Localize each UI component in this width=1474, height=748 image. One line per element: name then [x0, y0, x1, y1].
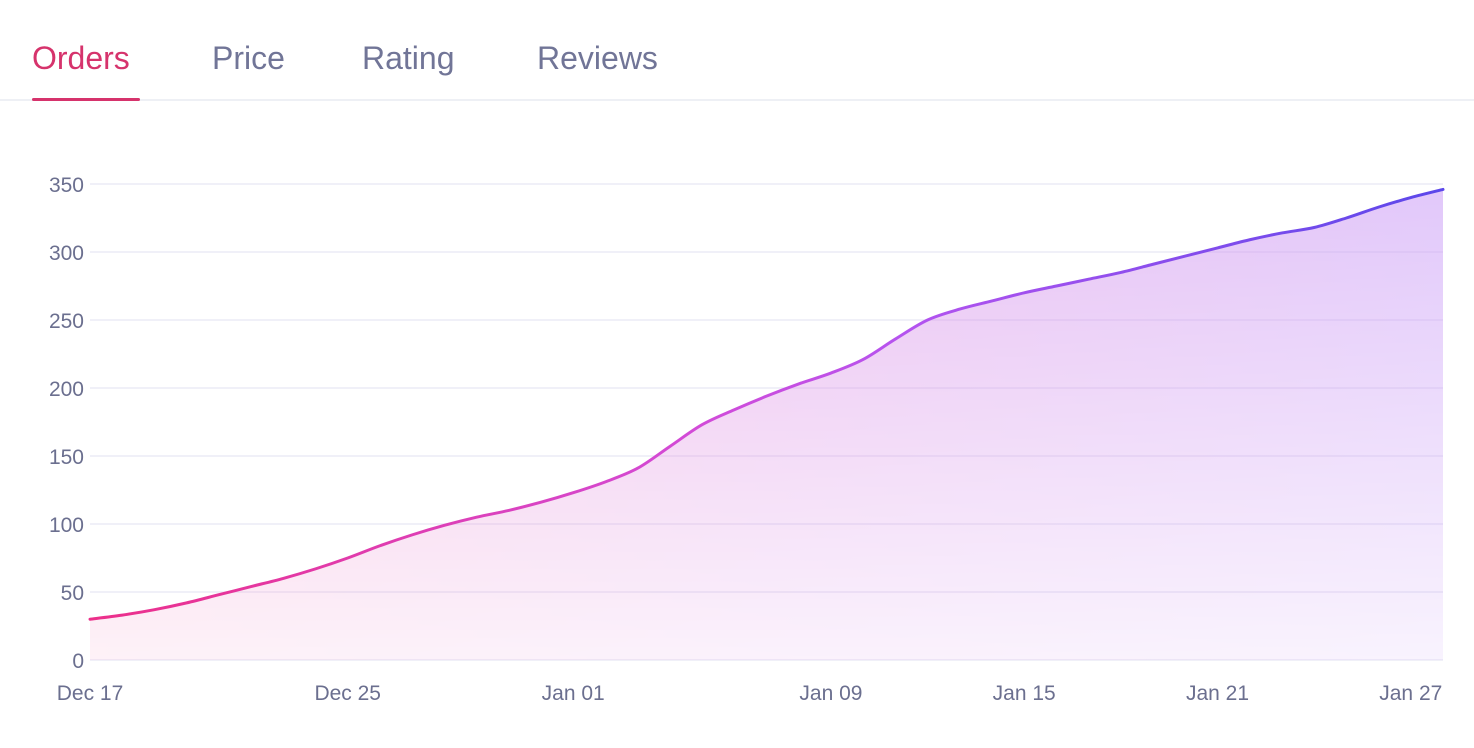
- orders-series-line: [88, 187, 1445, 621]
- y-tick-label: 0: [72, 650, 84, 673]
- y-tick-label: 150: [49, 446, 84, 469]
- tab-reviews[interactable]: Reviews: [537, 40, 658, 76]
- x-tick-label: Jan 01: [542, 682, 605, 705]
- tab-orders[interactable]: Orders: [32, 40, 130, 76]
- orders-area-chart: 0 50 100 150 200 250 300 350 Dec 17 Dec 25 Jan 01…: [49, 174, 1445, 705]
- chart-tabs: Orders Price Rating Reviews: [0, 0, 1474, 101]
- y-tick-label: 300: [49, 242, 84, 265]
- x-axis: Dec 17 Dec 25 Jan 01 Jan 09 Jan 15 Jan 21 Jan …: [57, 682, 1443, 705]
- y-tick-label: 50: [61, 582, 84, 605]
- y-tick-label: 250: [49, 310, 84, 333]
- x-tick-label: Dec 17: [57, 682, 124, 705]
- x-tick-label: Dec 25: [314, 682, 381, 705]
- tab-rating[interactable]: Rating: [362, 40, 455, 76]
- y-tick-label: 200: [49, 378, 84, 401]
- y-tick-label: 350: [49, 174, 84, 197]
- y-axis: 0 50 100 150 200 250 300 350: [49, 174, 84, 673]
- tab-price[interactable]: Price: [212, 40, 285, 76]
- x-tick-label: Jan 15: [993, 682, 1056, 705]
- x-tick-label: Jan 09: [799, 682, 862, 705]
- orders-area-fill: [90, 189, 1443, 660]
- active-tab-indicator: [32, 98, 140, 101]
- y-tick-label: 100: [49, 514, 84, 537]
- x-tick-label: Jan 21: [1186, 682, 1249, 705]
- x-tick-label: Jan 27: [1379, 682, 1442, 705]
